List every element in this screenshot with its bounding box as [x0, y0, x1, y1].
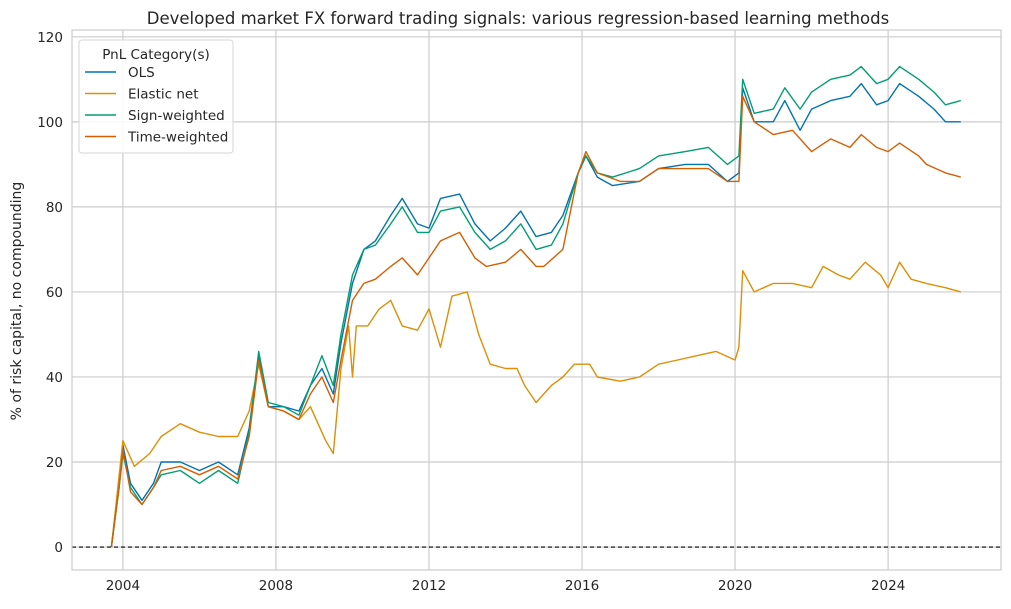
x-tick-label: 2024 [871, 578, 905, 594]
legend: PnL Category(s) OLS Elastic net Sign-weigh… [78, 39, 234, 154]
legend-entry: Elastic net [128, 87, 199, 103]
series-line-time-weighted [110, 95, 961, 548]
plot-frame [71, 29, 1002, 571]
series-line-sign-weighted [110, 65, 961, 548]
legend-entry: Time-weighted [127, 130, 228, 146]
legend-entry: OLS [128, 65, 155, 81]
x-tick-label: 2016 [565, 578, 599, 594]
series-line-ols [110, 82, 961, 548]
legend-title: PnL Category(s) [102, 47, 210, 63]
y-tick-label: 100 [37, 115, 63, 131]
y-tick-label: 120 [37, 30, 63, 46]
series-line-elastic-net [110, 261, 961, 548]
legend-box [78, 39, 234, 154]
legend-entry: Sign-weighted [128, 108, 225, 124]
y-tick-label: 60 [46, 285, 63, 301]
x-tick-label: 2004 [106, 578, 140, 594]
x-tick-label: 2020 [718, 578, 752, 594]
y-axis-label: % of risk capital, no compounding [9, 182, 25, 421]
y-tick-label: 40 [46, 370, 63, 386]
x-tick-label: 2012 [412, 578, 446, 594]
chart-title: Developed market FX forward trading sign… [147, 9, 889, 28]
x-tick-label: 2008 [259, 578, 293, 594]
y-tick-label: 0 [54, 540, 63, 556]
y-tick-label: 20 [46, 455, 63, 471]
y-tick-label: 80 [46, 200, 63, 216]
